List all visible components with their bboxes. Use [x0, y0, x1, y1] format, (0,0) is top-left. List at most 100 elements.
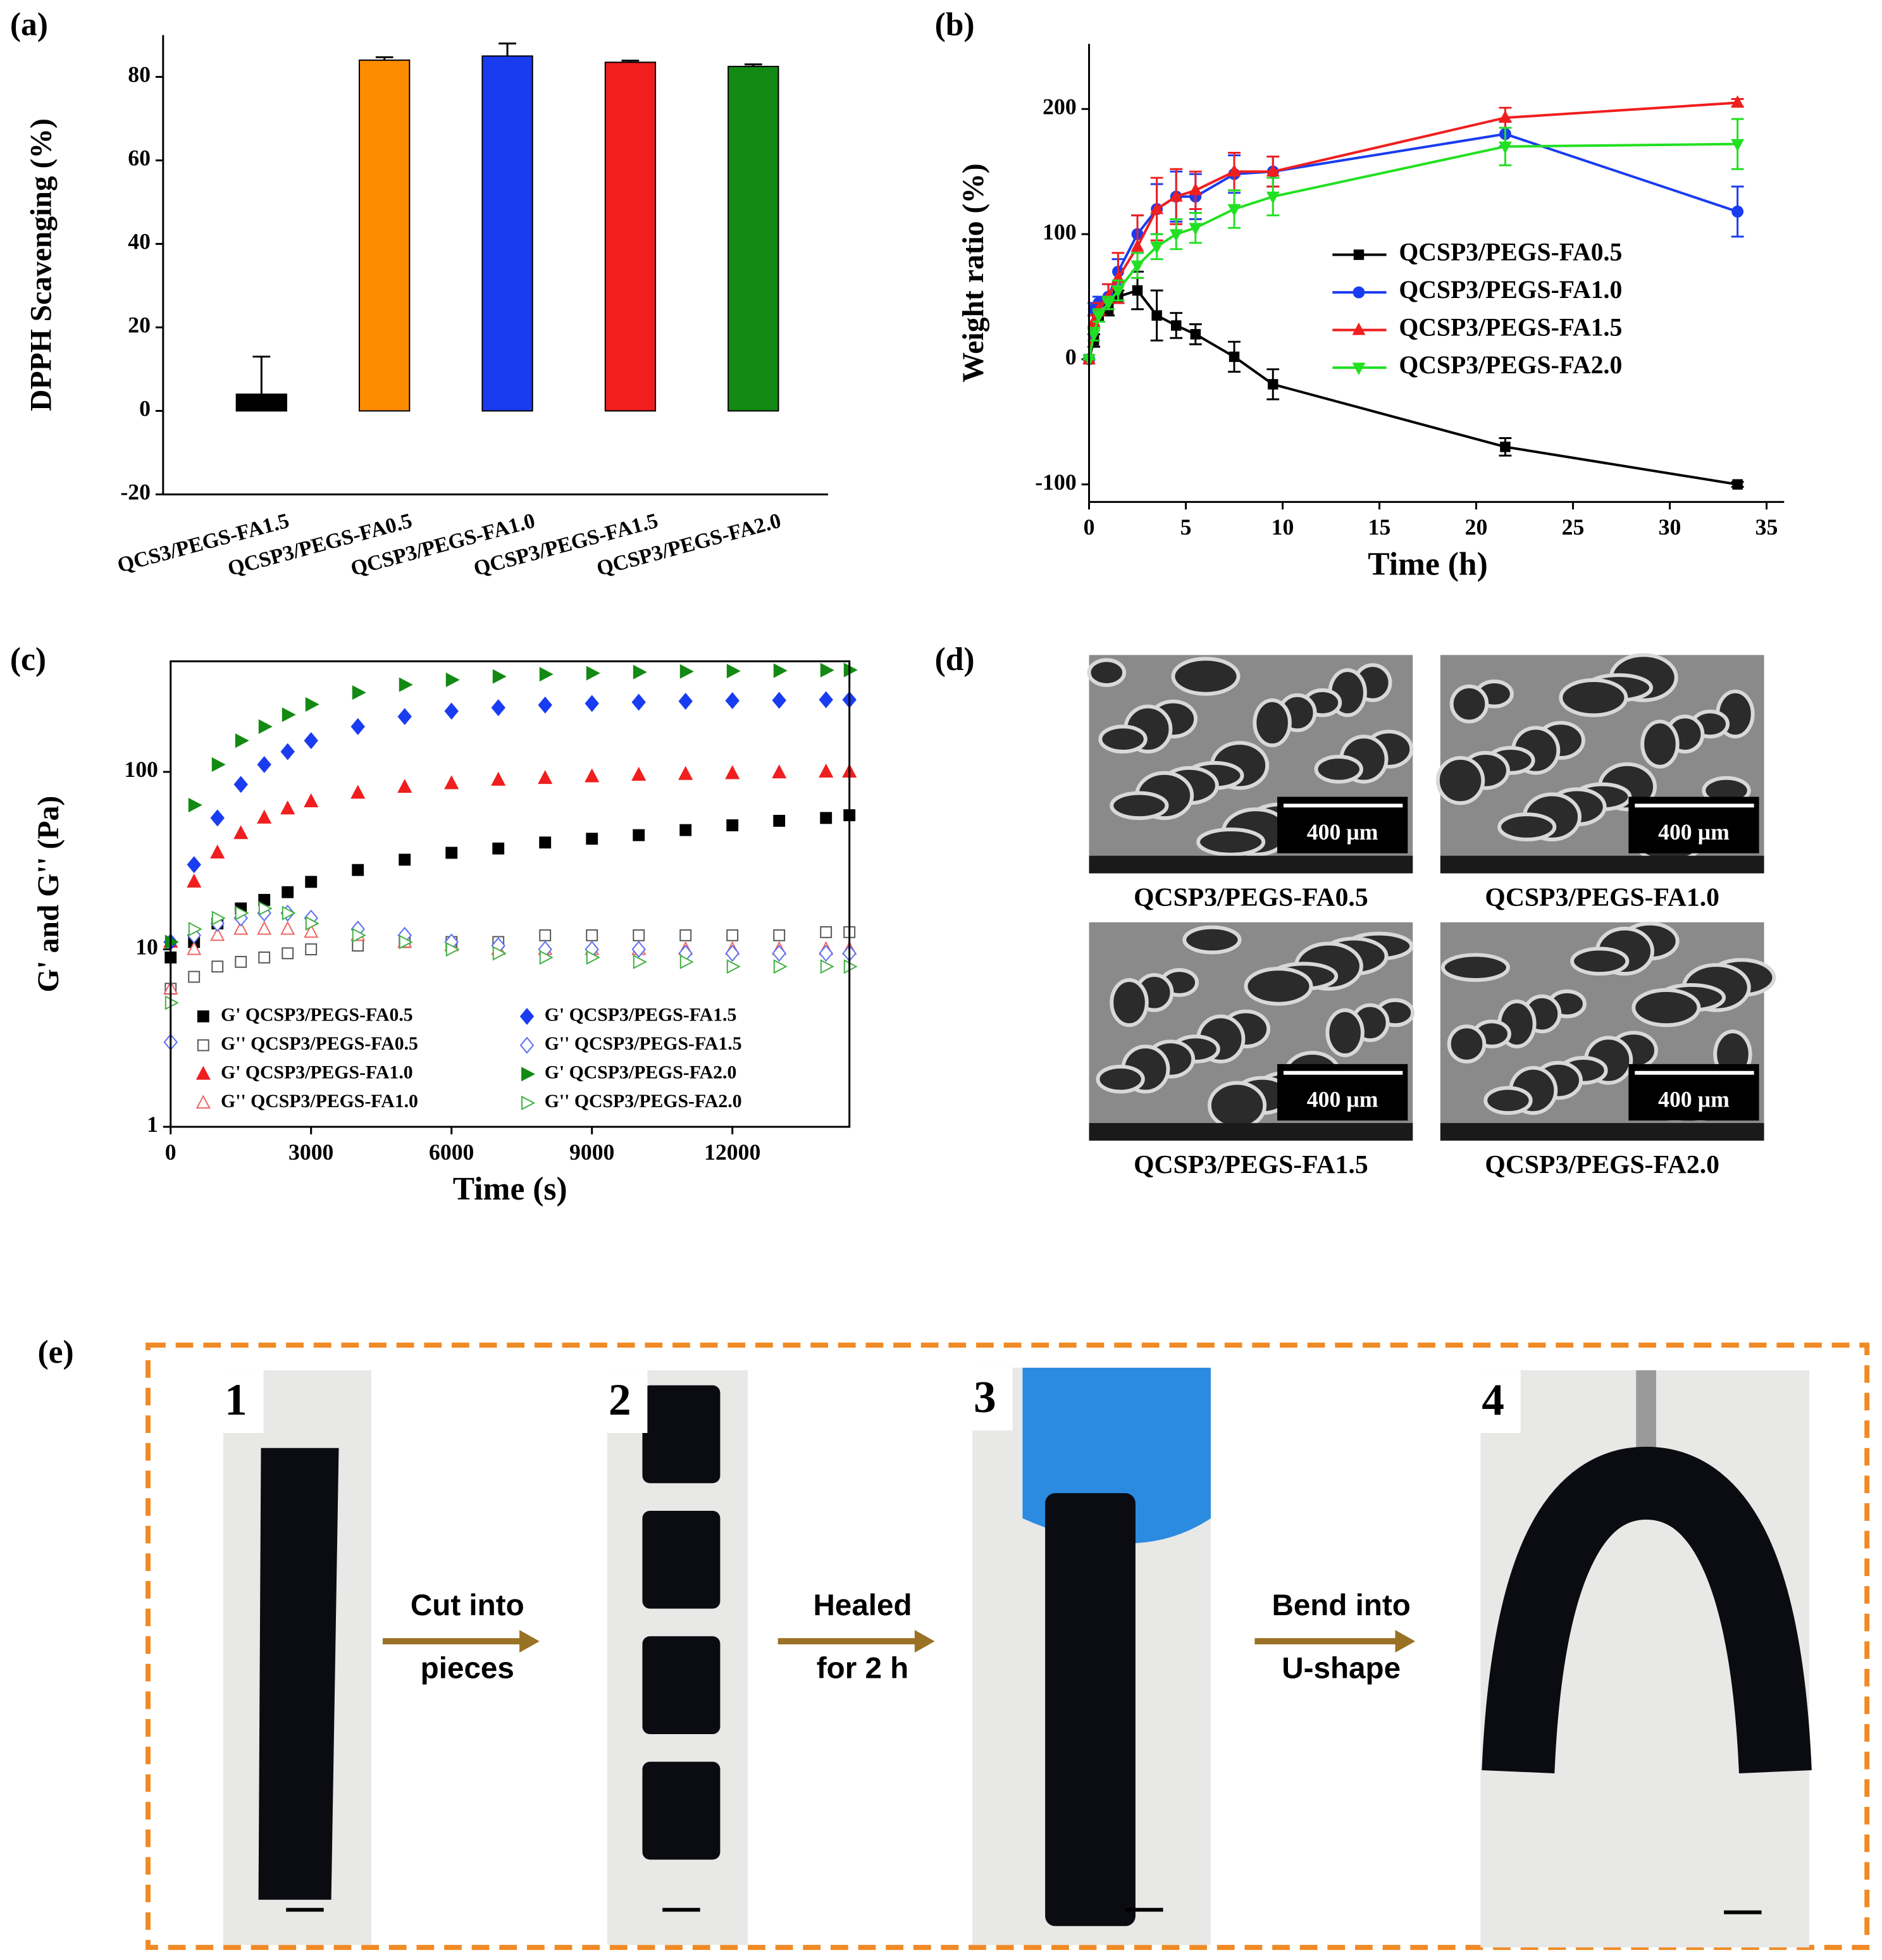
sem-pore: [1314, 754, 1363, 784]
error-bar: [498, 42, 516, 56]
y-tick-label: 100: [1043, 219, 1077, 244]
point: [819, 691, 833, 709]
point: [1150, 242, 1164, 254]
point: [820, 812, 833, 824]
sem-pore: [1196, 828, 1266, 857]
point: [1499, 110, 1512, 123]
point: [820, 959, 834, 974]
point: [539, 667, 554, 682]
point: [444, 775, 459, 790]
legend-label: G' QCSP3/PEGS-FA1.0: [221, 1062, 413, 1083]
point: [235, 733, 249, 748]
scale-bar-label: 400 µm: [1658, 1087, 1730, 1112]
point: [772, 764, 787, 779]
arrow-label: pieces: [421, 1651, 514, 1685]
point: [304, 732, 318, 750]
legend-label: G' QCSP3/PEGS-FA2.0: [545, 1062, 737, 1083]
point: [1189, 182, 1203, 195]
point: [1150, 201, 1164, 214]
panel-label: (d): [935, 642, 975, 678]
point: [258, 901, 273, 916]
legend-marker: [1352, 322, 1366, 335]
point: [585, 695, 599, 712]
sem-pore: [1171, 657, 1241, 696]
point: [772, 945, 786, 962]
point: [586, 929, 598, 941]
sem-pore: [1447, 1024, 1487, 1064]
point: [679, 824, 692, 836]
y-tick-label: 200: [1043, 94, 1077, 119]
y-tick-label: 10: [135, 934, 158, 960]
y-tick-label: 0: [1065, 344, 1077, 369]
point: [491, 771, 506, 786]
point: [282, 886, 294, 898]
point: [352, 864, 364, 876]
legend-label: G'' QCSP3/PEGS-FA2.0: [545, 1091, 742, 1112]
point: [210, 927, 225, 941]
y-tick-label: 80: [128, 62, 151, 87]
bar: [727, 66, 779, 412]
point: [1171, 320, 1182, 331]
point: [1151, 310, 1162, 321]
point: [1229, 351, 1240, 363]
arrow-label: Cut into: [411, 1589, 524, 1622]
sem-pore: [1435, 755, 1485, 805]
point: [539, 836, 552, 849]
point: [631, 766, 647, 781]
panel-label: (a): [10, 6, 48, 42]
legend-marker: [197, 1010, 209, 1022]
step-badge: [208, 1370, 264, 1433]
legend-marker: [197, 1039, 209, 1051]
legend-marker: [519, 1008, 535, 1025]
point: [257, 755, 271, 773]
point: [399, 677, 413, 692]
panel-label: (e): [37, 1334, 73, 1370]
sem-pore: [1207, 1081, 1267, 1131]
point: [773, 959, 788, 974]
point: [444, 702, 459, 720]
sem-pore: [1244, 967, 1313, 1006]
sem-pore: [1110, 978, 1149, 1027]
point: [397, 779, 412, 793]
legend-marker: [519, 1036, 535, 1054]
point: [819, 764, 834, 778]
hydrogel: [258, 1448, 339, 1900]
bar: [235, 394, 287, 412]
sem-pore: [1440, 953, 1510, 982]
point: [1731, 95, 1745, 108]
legend-label: G'' QCSP3/PEGS-FA0.5: [221, 1033, 418, 1054]
bar: [481, 55, 533, 412]
point: [305, 916, 319, 931]
y-tick-label: 100: [124, 757, 158, 782]
sem-pore: [1449, 684, 1489, 724]
image-caption: QCSP3/PEGS-FA2.0: [1485, 1150, 1719, 1179]
point: [235, 955, 247, 968]
sem-pore: [1253, 698, 1292, 748]
legend-label: QCSP3/PEGS-FA0.5: [1399, 239, 1622, 266]
point: [819, 945, 833, 962]
point: [233, 776, 248, 793]
point: [258, 719, 273, 735]
sem-pore: [1325, 1008, 1365, 1057]
dashed-frame: [145, 1343, 1870, 1951]
sem-pore: [1559, 678, 1628, 717]
legend-marker: [1352, 363, 1366, 376]
point: [280, 921, 295, 935]
bar: [604, 61, 657, 412]
point: [350, 718, 365, 735]
point: [188, 922, 202, 937]
x-axis-label: Time (s): [453, 1171, 567, 1207]
point: [820, 662, 834, 678]
point: [726, 959, 741, 974]
scale-bar-label: 400 µm: [1658, 819, 1730, 845]
point: [1092, 310, 1106, 323]
sem-info-bar: [1089, 855, 1413, 874]
point: [633, 954, 647, 969]
legend-label: QCSP3/PEGS-FA1.5: [1399, 314, 1622, 342]
step-badge: [1465, 1370, 1521, 1433]
point: [633, 664, 647, 679]
legend-label: G'' QCSP3/PEGS-FA1.0: [221, 1091, 418, 1112]
y-tick-label: 0: [139, 396, 151, 421]
x-tick-label: 10: [1272, 514, 1294, 540]
